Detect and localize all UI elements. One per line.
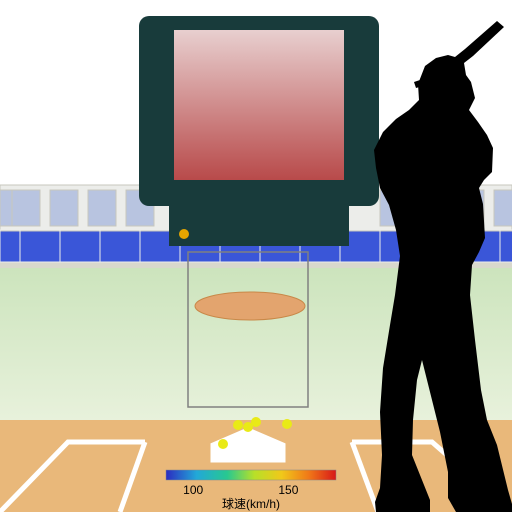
pitch-marker bbox=[251, 417, 261, 427]
scoreboard-base bbox=[169, 206, 349, 246]
pitch-marker bbox=[218, 439, 228, 449]
colorbar-axis-label: 球速(km/h) bbox=[222, 497, 280, 511]
pitch-location-diagram: 100 150球速(km/h) bbox=[0, 0, 512, 512]
pitch-marker bbox=[233, 420, 243, 430]
pitch-marker bbox=[282, 419, 292, 429]
velocity-colorbar bbox=[166, 470, 336, 480]
pitch-marker bbox=[179, 229, 189, 239]
colorbar-tick-label: 100 bbox=[183, 483, 203, 497]
colorbar-tick-label: 150 bbox=[278, 483, 298, 497]
pitchers-mound bbox=[195, 292, 305, 320]
scoreboard-screen bbox=[174, 30, 344, 180]
